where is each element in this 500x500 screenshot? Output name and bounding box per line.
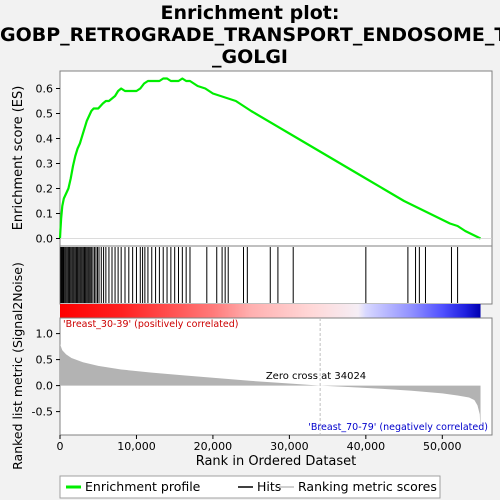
metric-y-axis-label: Ranked list metric (Signal2Noise) [10, 262, 25, 470]
es-curve [58, 77, 482, 240]
es-y-tick-label-4: 0.4 [36, 133, 54, 146]
metric-y-tick-label-1: 0.0 [36, 380, 54, 393]
x-tick-label-0: 0 [57, 440, 64, 453]
x-tick-label-2: 20,000 [194, 440, 233, 453]
zero-cross-label: Zero cross at 34024 [266, 371, 366, 382]
legend-es-label: Enrichment profile [85, 479, 201, 494]
rank-heatmap-bar [60, 304, 481, 318]
heatmap-bar-fill [60, 304, 481, 318]
es-y-tick-label-0: 0.0 [36, 233, 54, 246]
positive-class-label: 'Breast_30-39' (positively correlated) [63, 319, 239, 330]
negative-class-label: 'Breast_70-79' (negatively correlated) [308, 422, 488, 433]
legend-metric-label: Ranking metric scores [298, 479, 437, 494]
legend: Enrichment profile Hits Ranking metric s… [59, 475, 441, 499]
hits-panel [59, 245, 493, 305]
x-tick-label-1: 10,000 [117, 440, 156, 453]
es-y-tick-label-1: 0.1 [36, 208, 54, 221]
legend-hits-label: Hits [257, 479, 281, 494]
x-tick-label-4: 40,000 [347, 440, 386, 453]
x-tick-label-5: 50,000 [423, 440, 462, 453]
es-y-tick-label-5: 0.5 [36, 108, 54, 121]
es-y-tick-label-2: 0.2 [36, 183, 54, 196]
es-panel [59, 70, 493, 247]
metric-layer [60, 318, 481, 435]
es-y-tick-label-6: 0.6 [36, 83, 54, 96]
metric-y-tick-label-3: 1.0 [36, 328, 54, 341]
chart-title-line-3: _GOLGI [211, 46, 289, 68]
chart-title: Enrichment plot: GOBP_RETROGRADE_TRANSPO… [0, 2, 500, 68]
axes-layer: 0.0 0.1 0.2 0.3 0.4 0.5 0.6 -0.5 0.0 0.5 1.0 0 10,00… [32, 83, 462, 454]
chart-title-line-2: GOBP_RETROGRADE_TRANSPORT_ENDOSOME_TO [0, 24, 500, 46]
metric-y-tick-label-0: -0.5 [32, 406, 53, 419]
es-y-tick-label-3: 0.3 [36, 158, 54, 171]
chart-title-line-1: Enrichment plot: [160, 2, 340, 24]
es-y-axis-label: Enrichment score (ES) [11, 86, 26, 231]
x-tick-label-3: 30,000 [270, 440, 309, 453]
hits-layer [60, 247, 459, 303]
metric-area [60, 344, 481, 430]
es-layer [58, 77, 492, 240]
metric-y-tick-label-2: 0.5 [36, 354, 54, 367]
x-axis-label: Rank in Ordered Dataset [196, 454, 357, 469]
